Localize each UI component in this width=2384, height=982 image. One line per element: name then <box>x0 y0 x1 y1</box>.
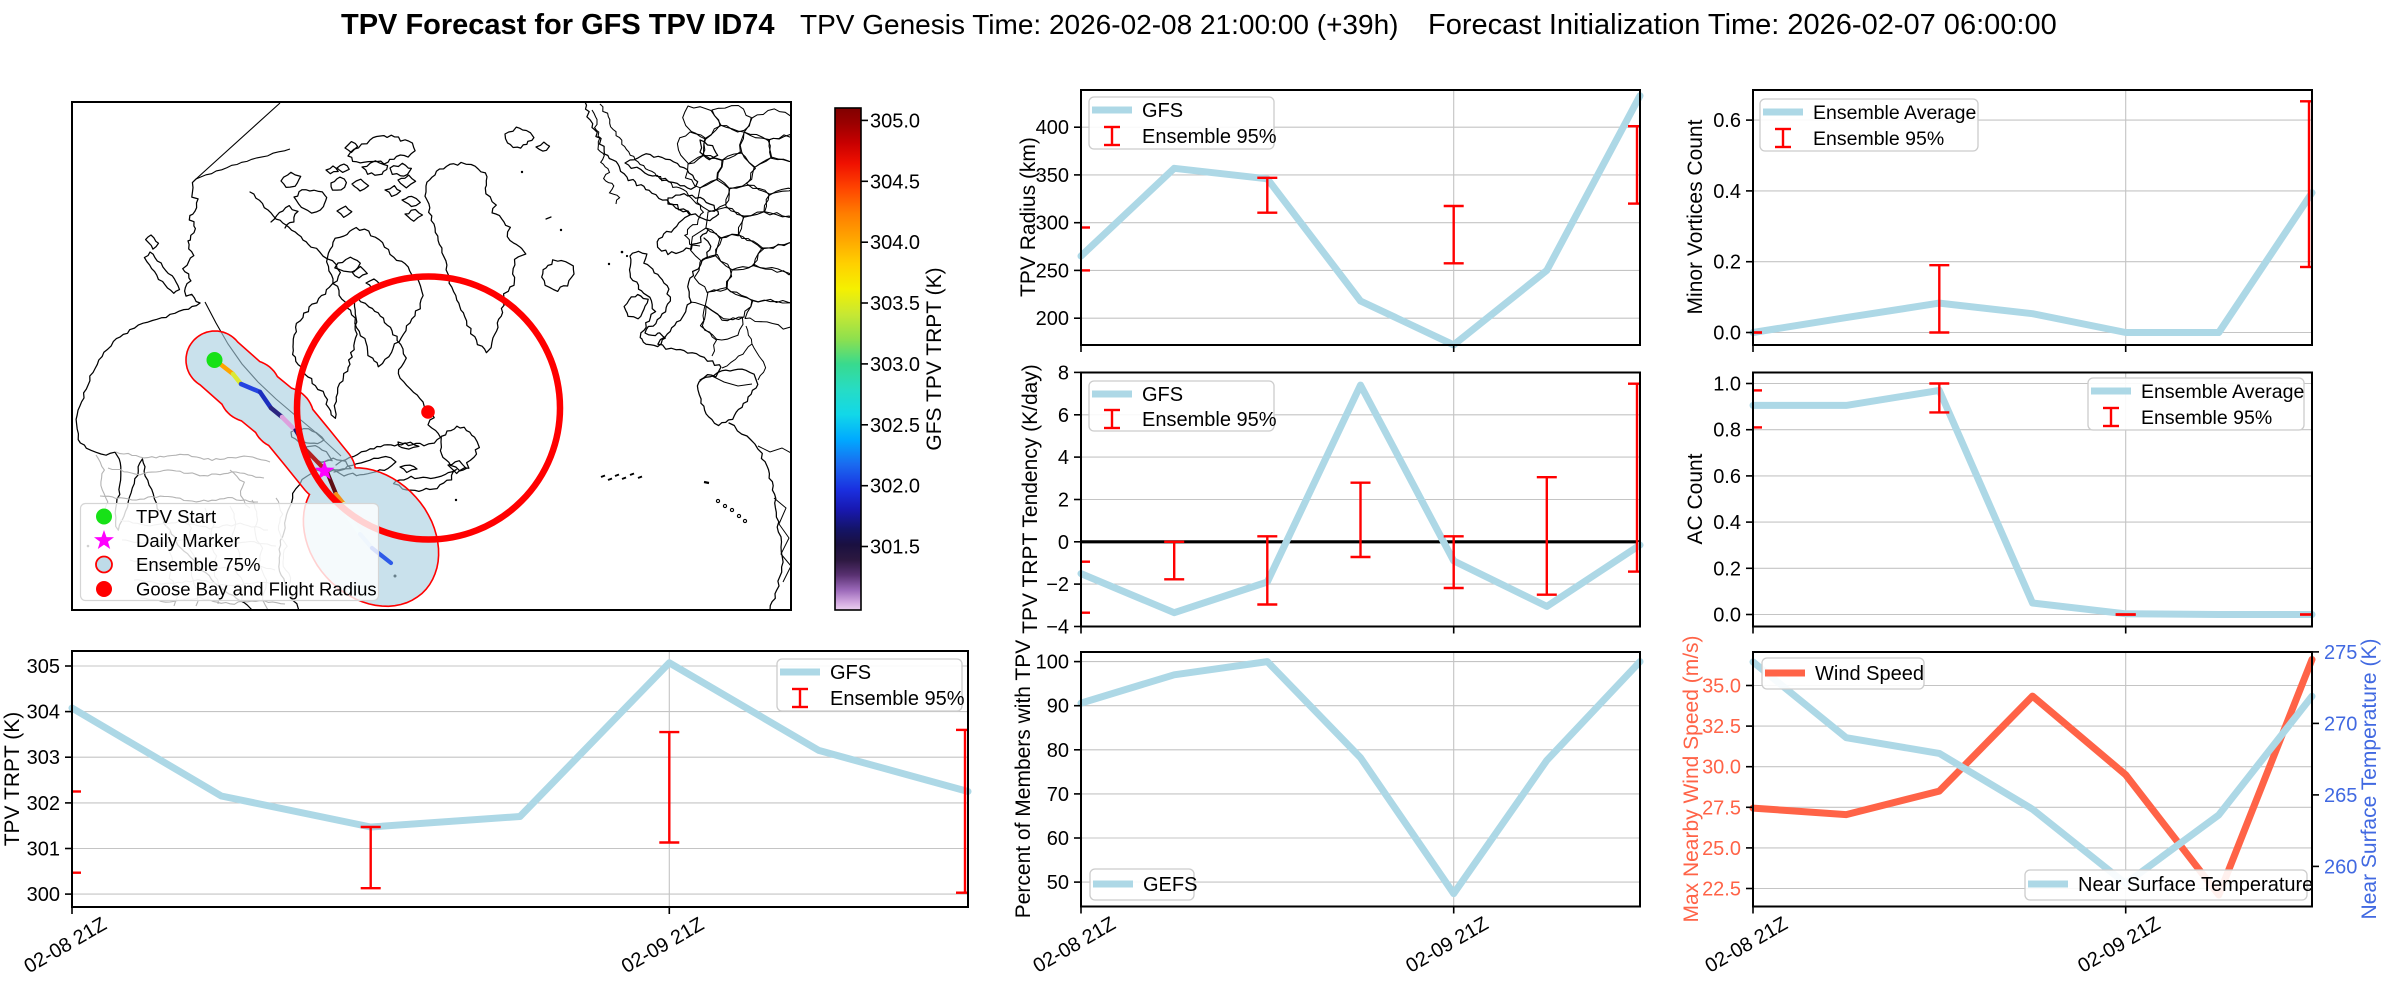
svg-text:TPV Genesis Time: 2026-02-08 2: TPV Genesis Time: 2026-02-08 21:00:00 (+… <box>800 9 1398 40</box>
svg-text:301: 301 <box>27 839 60 861</box>
svg-text:300: 300 <box>1036 213 1069 235</box>
svg-text:0: 0 <box>1058 532 1069 554</box>
svg-text:304.0: 304.0 <box>870 232 920 254</box>
svg-text:GEFS: GEFS <box>1143 874 1197 896</box>
svg-text:GFS TPV TRPT (K): GFS TPV TRPT (K) <box>923 267 946 450</box>
svg-text:8: 8 <box>1058 362 1069 384</box>
svg-text:1.0: 1.0 <box>1713 374 1741 396</box>
svg-text:302.5: 302.5 <box>870 415 920 437</box>
svg-text:Ensemble 95%: Ensemble 95% <box>1142 409 1277 431</box>
svg-text:305: 305 <box>27 656 60 678</box>
svg-text:270: 270 <box>2324 713 2357 735</box>
svg-text:Max Nearby Wind Speed (m/s): Max Nearby Wind Speed (m/s) <box>1680 635 1703 922</box>
svg-text:275: 275 <box>2324 642 2357 664</box>
svg-text:301.5: 301.5 <box>870 537 920 559</box>
svg-text:0.2: 0.2 <box>1713 252 1741 274</box>
svg-text:27.5: 27.5 <box>1702 797 1741 819</box>
svg-text:Ensemble 95%: Ensemble 95% <box>2141 407 2272 429</box>
svg-text:Minor Vortices Count: Minor Vortices Count <box>1684 119 1707 314</box>
svg-text:TPV Forecast for GFS TPV ID74: TPV Forecast for GFS TPV ID74 <box>341 9 775 41</box>
svg-text:Forecast Initialization Time:: Forecast Initialization Time: 2026-02-07… <box>1428 9 2057 41</box>
svg-text:303.0: 303.0 <box>870 354 920 376</box>
svg-text:AC Count: AC Count <box>1684 453 1707 544</box>
svg-text:100: 100 <box>1036 652 1069 674</box>
svg-text:Goose Bay and Flight Radius: Goose Bay and Flight Radius <box>136 579 377 600</box>
svg-text:6: 6 <box>1058 405 1069 427</box>
svg-text:Ensemble 95%: Ensemble 95% <box>830 688 965 710</box>
svg-text:2: 2 <box>1058 490 1069 512</box>
svg-text:0.2: 0.2 <box>1713 558 1741 580</box>
svg-text:0.4: 0.4 <box>1713 512 1741 534</box>
svg-text:Ensemble Average: Ensemble Average <box>1813 102 1976 124</box>
svg-text:−4: −4 <box>1046 617 1069 639</box>
svg-text:−2: −2 <box>1046 574 1069 596</box>
svg-text:GFS: GFS <box>1142 384 1183 406</box>
svg-text:50: 50 <box>1047 872 1069 894</box>
svg-text:260: 260 <box>2324 856 2357 878</box>
svg-text:0.8: 0.8 <box>1713 420 1741 442</box>
svg-text:Wind Speed: Wind Speed <box>1815 663 1924 685</box>
svg-text:GFS: GFS <box>1142 100 1183 122</box>
svg-text:TPV TRPT Tendency (K/day): TPV TRPT Tendency (K/day) <box>1019 364 1042 634</box>
svg-text:300: 300 <box>27 884 60 906</box>
svg-text:0.6: 0.6 <box>1713 110 1741 132</box>
svg-text:304: 304 <box>27 702 60 724</box>
svg-text:Near Surface Temperature: Near Surface Temperature <box>2078 874 2313 896</box>
svg-text:TPV Start: TPV Start <box>136 506 216 527</box>
svg-text:200: 200 <box>1036 308 1069 330</box>
svg-text:303: 303 <box>27 747 60 769</box>
svg-text:25.0: 25.0 <box>1702 838 1741 860</box>
svg-text:302: 302 <box>27 793 60 815</box>
svg-text:Ensemble 75%: Ensemble 75% <box>136 554 260 575</box>
svg-text:4: 4 <box>1058 447 1069 469</box>
svg-text:350: 350 <box>1036 165 1069 187</box>
svg-text:400: 400 <box>1036 117 1069 139</box>
svg-text:GFS: GFS <box>830 662 871 684</box>
svg-text:0.0: 0.0 <box>1713 323 1741 345</box>
svg-text:304.5: 304.5 <box>870 171 920 193</box>
svg-text:TPV Radius (km): TPV Radius (km) <box>1017 137 1040 297</box>
svg-text:302.0: 302.0 <box>870 476 920 498</box>
svg-text:Ensemble 95%: Ensemble 95% <box>1142 126 1277 148</box>
svg-text:22.5: 22.5 <box>1702 879 1741 901</box>
svg-text:80: 80 <box>1047 740 1069 762</box>
svg-text:60: 60 <box>1047 828 1069 850</box>
svg-text:32.5: 32.5 <box>1702 716 1741 738</box>
svg-text:35.0: 35.0 <box>1702 676 1741 698</box>
svg-text:Daily Marker: Daily Marker <box>136 530 240 551</box>
svg-text:Ensemble Average: Ensemble Average <box>2141 381 2304 403</box>
svg-text:265: 265 <box>2324 785 2357 807</box>
svg-text:0.6: 0.6 <box>1713 466 1741 488</box>
svg-text:Ensemble 95%: Ensemble 95% <box>1813 128 1944 150</box>
svg-text:0.0: 0.0 <box>1713 605 1741 627</box>
svg-text:250: 250 <box>1036 260 1069 282</box>
svg-text:90: 90 <box>1047 696 1069 718</box>
svg-text:30.0: 30.0 <box>1702 757 1741 779</box>
svg-text:303.5: 303.5 <box>870 293 920 315</box>
svg-text:Near Surface Temperature (K): Near Surface Temperature (K) <box>2358 639 2381 920</box>
svg-text:TPV TRPT (K): TPV TRPT (K) <box>1 712 24 847</box>
svg-text:0.4: 0.4 <box>1713 181 1741 203</box>
svg-text:305.0: 305.0 <box>870 110 920 132</box>
svg-text:70: 70 <box>1047 784 1069 806</box>
svg-text:Percent of Members with TPV: Percent of Members with TPV <box>1012 640 1035 919</box>
